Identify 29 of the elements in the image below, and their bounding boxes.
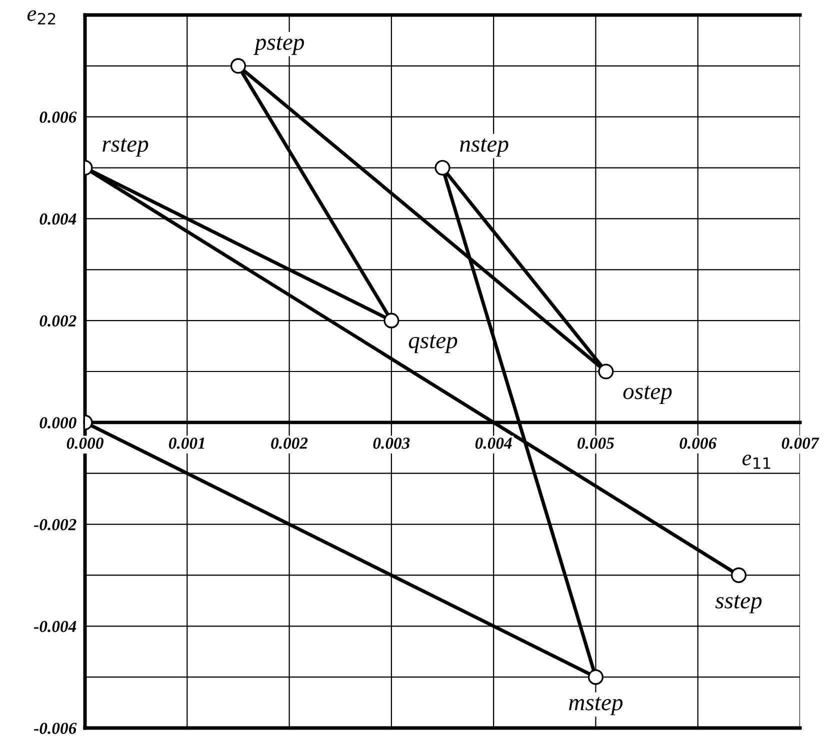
point [588,669,604,685]
x-tick-label: 0.003 [373,438,410,449]
x-tick-label: 0.001 [168,438,204,449]
annotation: pstep [253,36,304,55]
annotation: rstep [102,138,148,157]
point [384,312,400,328]
x-tick-label: 0.007 [782,438,820,449]
y-tick-label: -0.002 [34,518,76,530]
y-tick-label: 0.002 [40,315,76,327]
y-axis-title: e$_{22}$ [27,10,56,24]
x-tick-label: 0.002 [271,438,308,449]
y-tick-label: 0.000 [40,417,76,428]
annotation: sstep [715,594,762,614]
x-tick-label: 0.000 [66,438,104,449]
x-tick-label: 0.005 [578,438,614,449]
x-tick-label: 0.006 [680,438,717,449]
y-tick-label: -0.004 [34,620,76,632]
annotation: ostep [623,386,672,404]
x-tick-label: 0.004 [475,438,512,449]
annotation: mstep [569,696,623,716]
point [598,364,614,380]
point [434,160,450,176]
y-tick-label: 0.004 [40,213,76,225]
annotation: qstep [408,334,458,354]
x-axis-title: e$_{11}$ [742,454,770,469]
annotation: nstep [460,138,508,157]
point [730,567,746,583]
y-tick-label: -0.006 [34,722,77,734]
y-tick-label: 0.006 [40,112,77,123]
